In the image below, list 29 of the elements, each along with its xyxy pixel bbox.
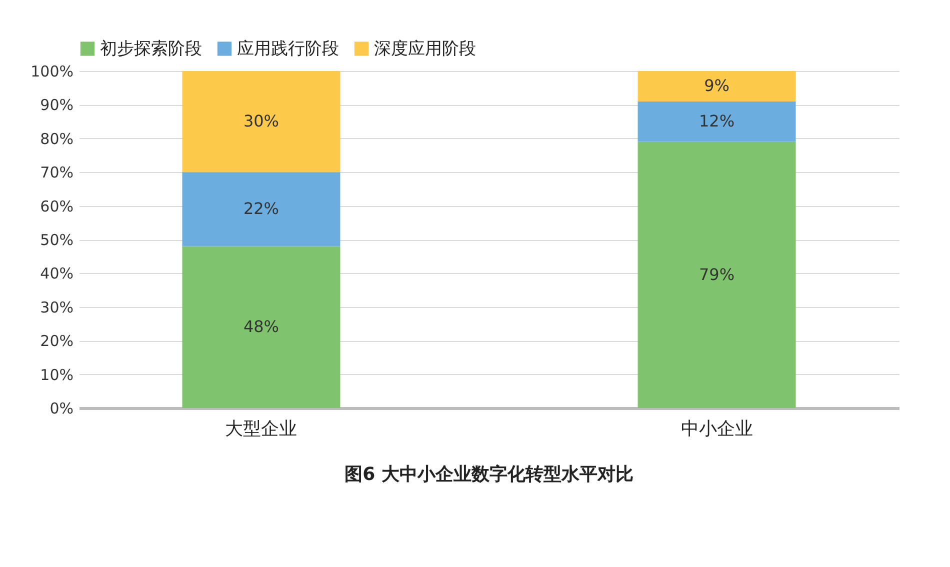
legend-label: 应用践行阶段 [237, 38, 339, 59]
y-tick-label: 50% [40, 231, 74, 249]
y-tick-label: 100% [30, 62, 74, 80]
text: 图6 大中小企业数字化转型水平对比 [344, 464, 634, 485]
legend-label: 深度应用阶段 [374, 38, 476, 59]
bar [638, 142, 796, 408]
y-tick-label: 10% [40, 366, 74, 384]
y-tick-label: 40% [40, 264, 74, 283]
bar [182, 246, 340, 408]
data-label: 22% [243, 199, 280, 218]
legend-label: 初步探索阶段 [100, 38, 202, 59]
bar [182, 71, 340, 172]
data-label: 9% [704, 76, 730, 96]
y-tick-label: 80% [40, 130, 74, 148]
y-tick-label: 0% [50, 400, 74, 418]
data-label: 48% [243, 317, 280, 336]
y-tick-label: 60% [40, 197, 74, 216]
bar [638, 101, 796, 142]
bar [182, 172, 340, 246]
y-tick-label: 30% [40, 298, 74, 316]
x-tick-label: 中小企业 [680, 418, 753, 440]
y-tick-label: 70% [40, 164, 74, 182]
y-tick-label: 20% [40, 332, 74, 350]
x-tick-label: 大型企业 [225, 418, 298, 440]
y-tick-label: 90% [40, 96, 74, 114]
bar [638, 71, 796, 102]
data-label: 12% [698, 112, 735, 131]
data-label: 30% [243, 112, 280, 131]
data-label: 79% [698, 264, 735, 284]
